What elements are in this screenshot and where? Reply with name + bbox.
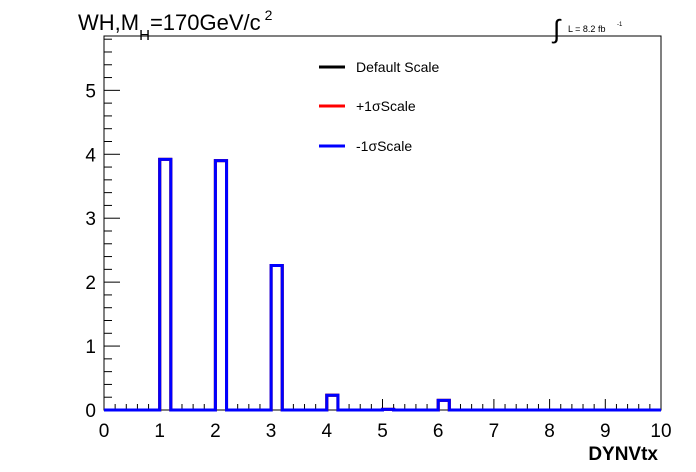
integral-sign: ∫ <box>551 14 562 44</box>
x-tick-label: 6 <box>433 421 444 442</box>
y-tick-label: 4 <box>85 145 96 166</box>
y-tick-labels: 0 1 2 3 4 5 <box>85 81 96 422</box>
legend-label-default: Default Scale <box>356 59 439 75</box>
x-tick-label: 5 <box>377 421 388 442</box>
y-tick-label: 1 <box>85 337 96 358</box>
x-tick-label: 10 <box>650 421 671 442</box>
x-axis-label: DYNVtx <box>588 444 658 465</box>
luminosity-superscript: -1 <box>617 22 623 28</box>
axis-ticks <box>103 38 662 411</box>
x-tick-labels: 0 1 2 3 4 5 6 7 8 9 10 <box>99 421 672 442</box>
series-group <box>104 157 661 412</box>
x-tick-label: 4 <box>322 421 333 442</box>
plot-frame <box>103 35 662 411</box>
chart-title: WH,MH=170GeV/c 2 <box>78 7 273 44</box>
x-tick-label: 7 <box>489 421 500 442</box>
x-tick-label: 2 <box>210 421 221 442</box>
x-tick-label: 8 <box>544 421 555 442</box>
x-tick-label: 9 <box>600 421 611 442</box>
x-tick-label: 3 <box>266 421 277 442</box>
y-tick-label: 5 <box>85 81 96 102</box>
series-line-0 <box>104 157 661 412</box>
x-tick-label: 0 <box>99 421 110 442</box>
y-tick-label: 3 <box>85 209 96 230</box>
series-line-1 <box>104 157 661 412</box>
legend: Default Scale +1σScale -1σScale <box>319 59 439 154</box>
x-tick-label: 1 <box>154 421 165 442</box>
title-superscript: 2 <box>265 7 273 23</box>
series-line-2 <box>104 157 661 412</box>
legend-label-plus1sigma: +1σScale <box>356 98 416 114</box>
y-tick-label: 0 <box>85 401 96 422</box>
title-main: WH,M <box>78 10 139 35</box>
legend-label-minus1sigma: -1σScale <box>356 138 412 154</box>
luminosity-text: L = 8.2 fb <box>568 24 605 34</box>
luminosity-label: ∫ L = 8.2 fb -1 <box>551 14 623 44</box>
y-tick-label: 2 <box>85 273 96 294</box>
title-rest: =170GeV/c <box>150 10 261 35</box>
